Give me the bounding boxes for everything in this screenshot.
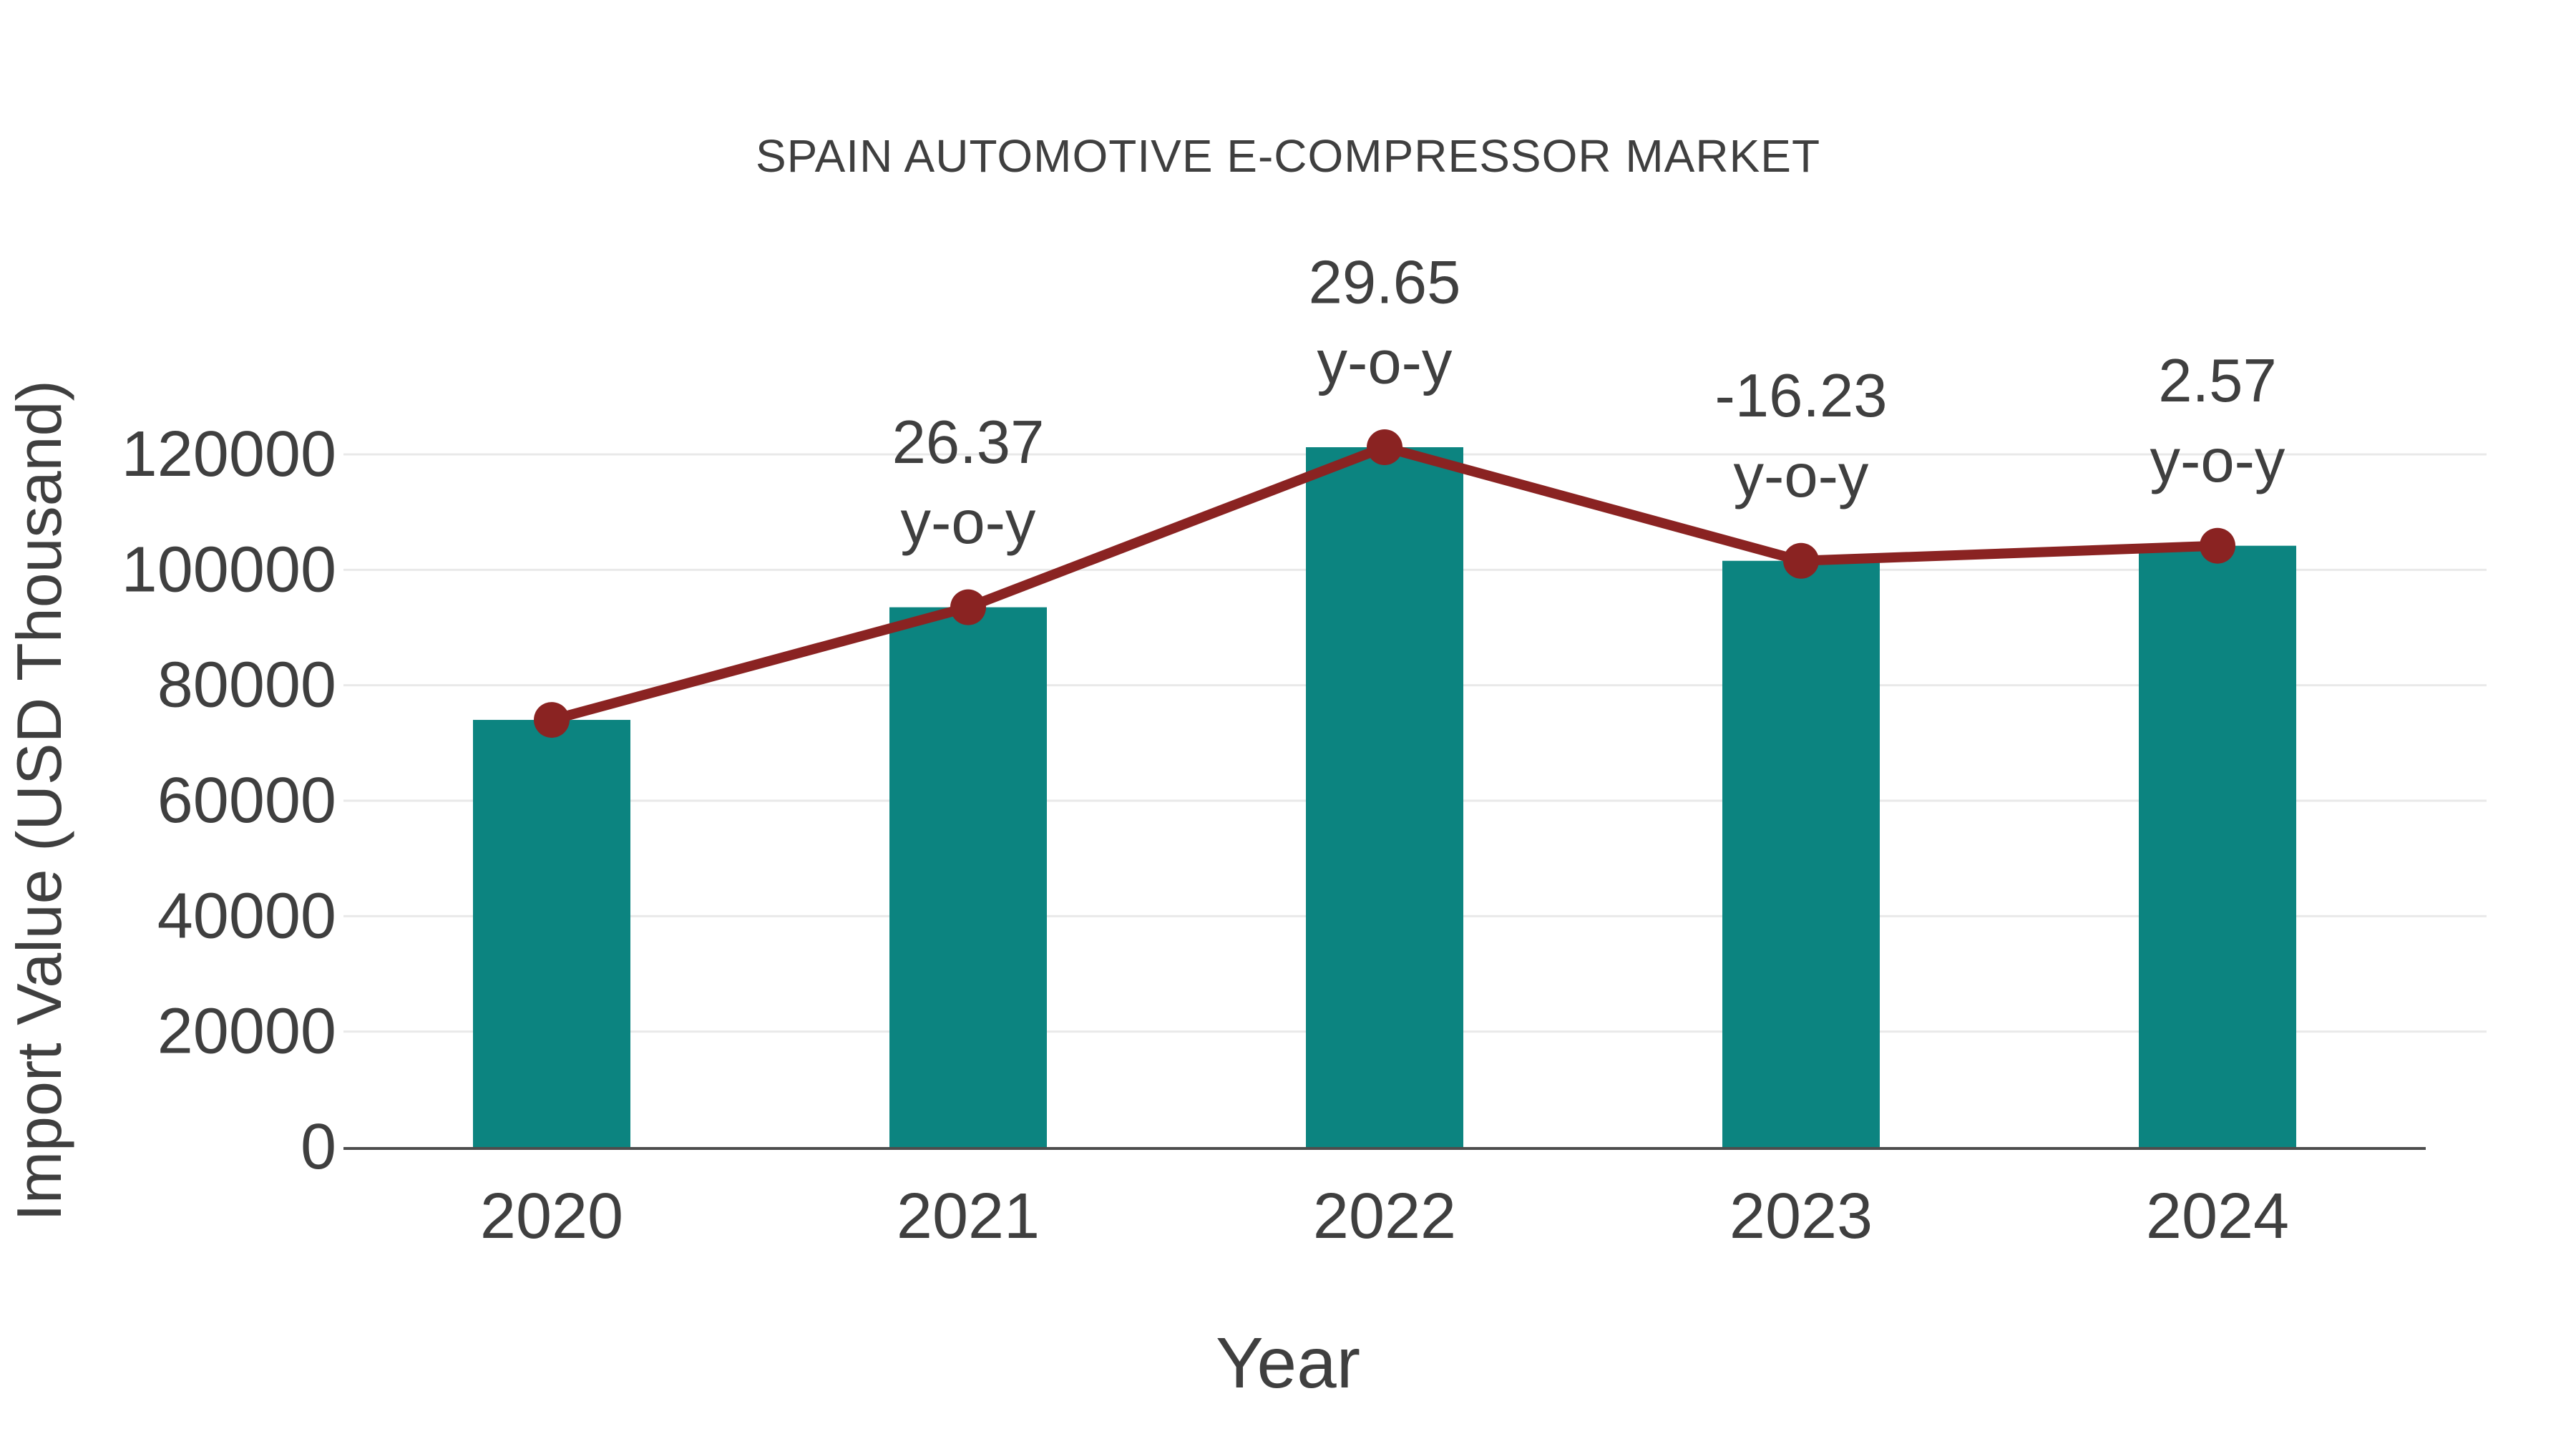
y-tick-label: 0 [301,1111,336,1183]
yoy-unit-label: y-o-y [2150,427,2285,495]
yoy-value-label: 29.65 [1309,248,1461,316]
yoy-value-label: 2.57 [2158,347,2276,415]
x-tick-label: 2021 [897,1181,1040,1252]
yoy-marker-2021 [950,589,986,625]
y-tick-label: 80000 [157,650,336,721]
x-axis-title: Year [1215,1323,1361,1403]
yoy-marker-2023 [1783,542,1819,579]
y-tick-label: 100000 [122,534,336,605]
yoy-marker-2020 [534,702,570,738]
yoy-marker-2024 [2200,527,2235,564]
y-tick-label: 120000 [122,419,336,490]
yoy-unit-label: y-o-y [901,489,1036,557]
x-tick-label: 2023 [1729,1181,1873,1252]
bar-2023 [1722,560,1880,1147]
x-tick-label: 2020 [480,1181,623,1252]
bar-2024 [2139,545,2296,1147]
y-tick-label: 60000 [157,765,336,836]
bar-2021 [889,607,1047,1147]
yoy-marker-2022 [1367,429,1402,465]
yoy-value-label: 26.37 [892,409,1045,477]
bar-2020 [473,720,630,1147]
bar-2022 [1306,447,1463,1147]
x-tick-label: 2022 [1313,1181,1456,1252]
y-tick-label: 40000 [157,880,336,952]
yoy-unit-label: y-o-y [1734,442,1869,510]
chart-title: SPAIN AUTOMOTIVE E-COMPRESSOR MARKET [755,130,1821,182]
yoy-unit-label: y-o-y [1317,328,1453,396]
y-tick-label: 20000 [157,996,336,1068]
yoy-value-label: -16.23 [1714,362,1887,430]
y-axis-title: Import Value (USD Thousand) [4,380,74,1221]
x-tick-label: 2024 [2146,1181,2289,1252]
